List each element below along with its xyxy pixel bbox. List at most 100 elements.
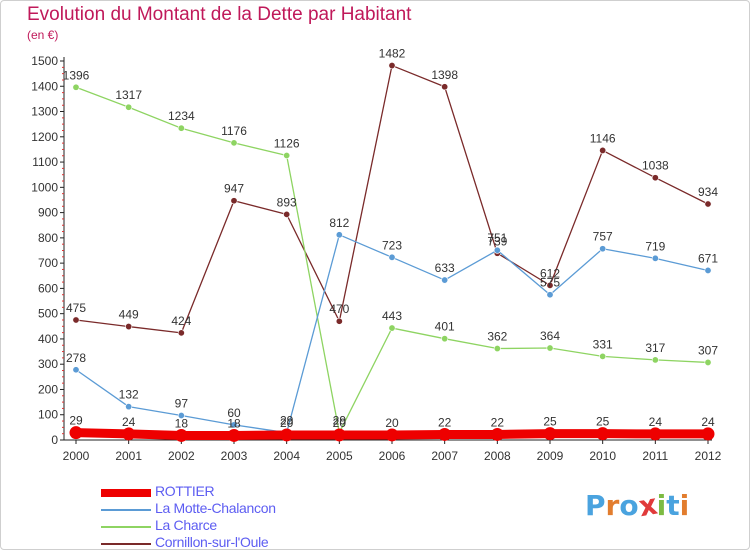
data-label: 24 (649, 415, 663, 429)
x-tick-label: 2005 (326, 449, 353, 463)
y-tick-label: 900 (38, 206, 58, 220)
data-point (122, 427, 136, 441)
x-tick-label: 2012 (695, 449, 722, 463)
data-label: 1398 (431, 68, 458, 82)
y-tick-label: 1100 (32, 155, 58, 169)
data-point (283, 210, 291, 218)
chart-title: Evolution du Montant de la Dette par Hab… (27, 4, 412, 25)
data-label: 612 (540, 266, 560, 280)
data-label: 424 (171, 314, 191, 328)
data-point (651, 174, 659, 182)
data-label: 22 (438, 415, 452, 429)
y-tick-label: 500 (38, 307, 58, 321)
data-point (388, 62, 396, 70)
y-tick-label: 1400 (31, 79, 58, 93)
data-label: 812 (329, 216, 349, 230)
data-point (546, 291, 554, 299)
data-label: 132 (119, 388, 139, 402)
data-point (125, 103, 133, 111)
data-label: 671 (698, 251, 718, 265)
data-point (72, 366, 80, 374)
logo-letter: o (619, 489, 639, 522)
data-label: 362 (487, 330, 507, 344)
data-label: 739 (487, 234, 507, 248)
legend-swatch (101, 509, 151, 511)
data-label: 449 (119, 308, 139, 322)
data-label: 470 (329, 302, 349, 316)
data-point (441, 335, 449, 343)
series-line (75, 234, 709, 434)
data-point (72, 316, 80, 324)
y-tick-label: 100 (38, 408, 58, 422)
data-point (651, 254, 659, 262)
data-label: 633 (435, 261, 455, 275)
y-tick-label: 700 (38, 256, 58, 270)
data-point (280, 428, 294, 442)
data-point (490, 427, 504, 441)
data-label: 575 (540, 276, 560, 290)
x-tick-label: 2006 (379, 449, 406, 463)
data-point (441, 276, 449, 284)
logo-letter: r (605, 489, 620, 522)
data-point (230, 421, 238, 429)
data-label: 29 (69, 414, 83, 428)
data-point (69, 426, 83, 440)
data-label: 893 (277, 195, 297, 209)
data-point (388, 253, 396, 261)
x-tick-label: 2010 (589, 449, 616, 463)
data-label: 1038 (642, 159, 669, 173)
data-label: 1176 (221, 124, 247, 138)
chart-unit: (en €) (27, 28, 59, 42)
logo-letter: i (679, 489, 690, 522)
data-label: 317 (645, 341, 665, 355)
data-label: 278 (66, 351, 86, 365)
data-label: 97 (175, 396, 189, 410)
data-label: 1396 (63, 68, 90, 82)
data-label: 331 (593, 337, 613, 351)
data-point (704, 200, 712, 208)
data-label: 25 (596, 415, 610, 429)
data-label: 1317 (115, 88, 142, 102)
logo-letter: P (585, 489, 606, 522)
legend-label: ROTTIER (155, 483, 215, 499)
data-label: 307 (698, 343, 718, 357)
data-point (546, 281, 554, 289)
data-point (72, 83, 80, 91)
data-point (227, 428, 241, 442)
data-label: 18 (227, 416, 241, 430)
x-tick-label: 2001 (115, 449, 142, 463)
data-point (125, 323, 133, 331)
logo-letter: t (666, 489, 680, 522)
data-point (230, 139, 238, 147)
data-point (704, 358, 712, 366)
data-point (177, 329, 185, 337)
x-tick-label: 2004 (273, 449, 300, 463)
data-label: 443 (382, 309, 402, 323)
y-tick-label: 1500 (31, 54, 58, 68)
data-label: 24 (701, 415, 715, 429)
x-tick-label: 2009 (537, 449, 564, 463)
legend-label: La Charce (155, 517, 217, 533)
data-point (332, 428, 346, 442)
data-point (125, 403, 133, 411)
y-tick-label: 200 (38, 382, 58, 396)
data-point (701, 427, 715, 441)
data-label: 29 (333, 414, 347, 428)
y-tick-label: 800 (38, 231, 58, 245)
data-label: 475 (66, 301, 86, 315)
data-point (335, 317, 343, 325)
proxiti-logo: Proxiti (585, 488, 690, 524)
data-label: 723 (382, 238, 402, 252)
legend-label: La Motte-Chalancon (155, 500, 276, 516)
data-point (599, 352, 607, 360)
data-point (493, 345, 501, 353)
data-point (648, 427, 662, 441)
data-label: 1482 (379, 47, 406, 61)
y-tick-label: 1300 (31, 105, 58, 119)
data-point (177, 124, 185, 132)
data-label: 757 (593, 230, 613, 244)
x-tick-label: 2007 (431, 449, 458, 463)
y-tick-label: 0 (51, 433, 58, 447)
data-label: 947 (224, 182, 244, 196)
